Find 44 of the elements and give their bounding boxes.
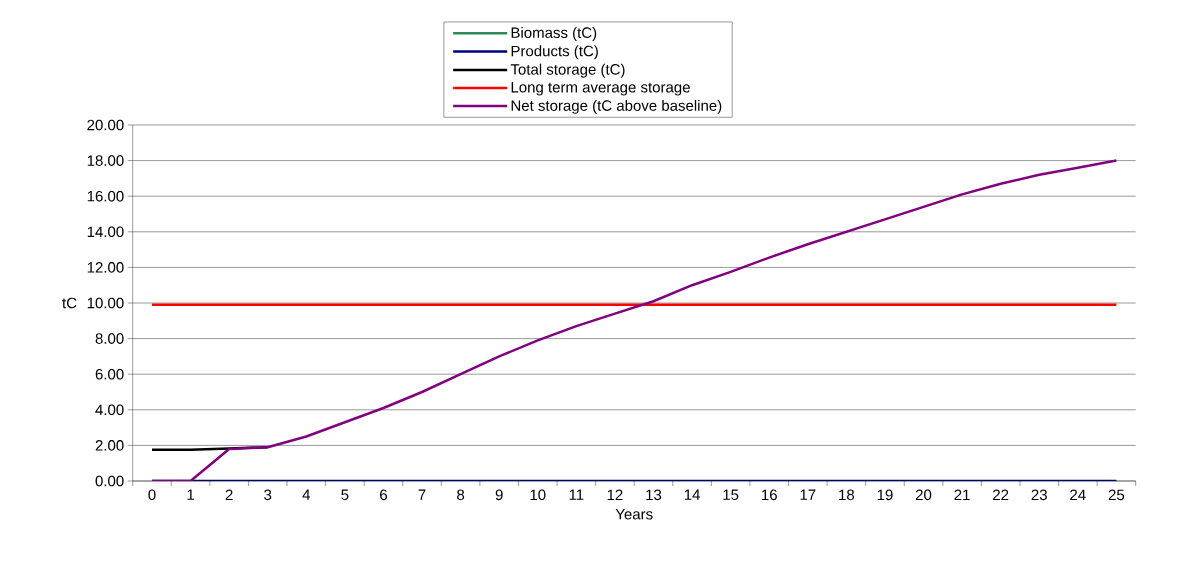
x-tick-label: 13 [646, 489, 662, 501]
x-tick-label: 25 [1108, 489, 1125, 501]
x-tick-label: 18 [839, 489, 855, 501]
y-tick-label: 0.00 [95, 475, 124, 487]
y-tick-label: 4.00 [95, 404, 124, 416]
x-tick-label: 23 [1031, 489, 1047, 501]
x-tick-label: 12 [607, 489, 623, 501]
y-tick-label: 18.00 [87, 155, 124, 166]
x-tick-label: 14 [684, 489, 700, 500]
legend-label: Biomass (tC) [511, 26, 597, 41]
x-tick-label: 8 [457, 489, 465, 501]
legend-label: Total storage (tC) [510, 63, 625, 78]
y-tick-label: 12.00 [87, 262, 124, 273]
x-tick-label: 0 [148, 489, 156, 501]
y-tick-label: 20.00 [87, 119, 124, 131]
y-tick-label: 16.00 [87, 190, 124, 202]
x-tick-label: 24 [1070, 489, 1086, 501]
x-tick-label: 6 [380, 489, 387, 501]
x-tick-label: 22 [993, 489, 1009, 501]
x-tick-label: 5 [341, 489, 349, 500]
x-tick-label: 4 [302, 489, 311, 500]
y-tick-label: 14.00 [87, 226, 124, 238]
x-tick-label: 20 [915, 489, 932, 501]
y-axis-title: tC [62, 297, 77, 309]
x-tick-label: 16 [762, 489, 777, 501]
x-axis-title: Years [615, 509, 653, 520]
x-tick-label: 2 [225, 489, 233, 501]
y-tick-label: 10.00 [87, 297, 124, 309]
legend-label: Long term average storage [511, 82, 690, 96]
x-tick-label: 3 [264, 489, 272, 501]
x-tick-label: 10 [530, 489, 546, 501]
x-tick-label: 9 [495, 489, 503, 501]
y-tick-label: 2.00 [95, 440, 124, 451]
legend-label: Products (tC) [511, 45, 598, 60]
x-tick-label: 7 [418, 489, 426, 500]
x-tick-label: 21 [954, 489, 970, 501]
x-tick-label: 11 [569, 489, 584, 500]
x-tick-label: 15 [723, 489, 739, 500]
y-tick-label: 6.00 [95, 368, 124, 380]
x-tick-label: 19 [877, 489, 893, 501]
y-tick-label: 8.00 [95, 333, 124, 344]
x-tick-label: 1 [187, 489, 195, 500]
x-tick-label: 17 [800, 489, 816, 500]
legend-label: Net storage (tC above baseline) [511, 99, 722, 114]
